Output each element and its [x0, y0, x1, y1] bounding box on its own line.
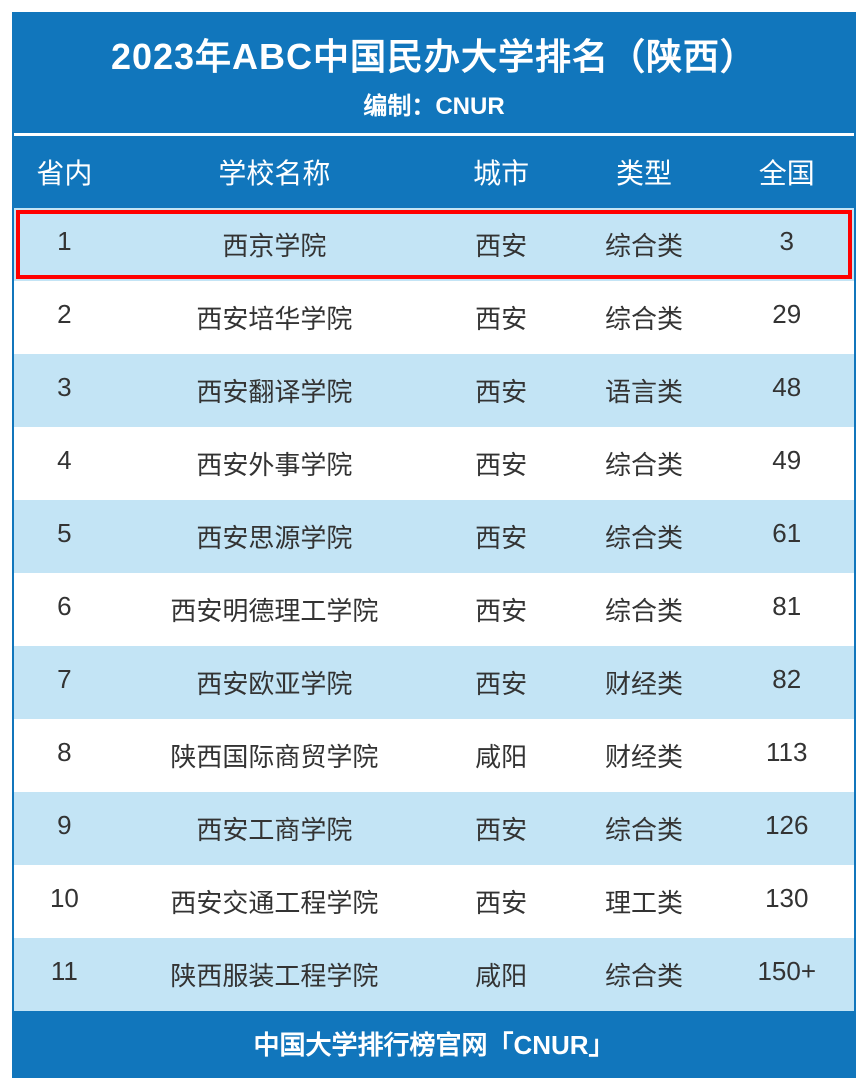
cell-type: 综合类	[568, 500, 719, 573]
cell-name: 西安培华学院	[115, 281, 434, 354]
subtitle: 编制：CNUR	[14, 86, 854, 121]
cell-type: 综合类	[568, 792, 719, 865]
table-row: 7西安欧亚学院西安财经类82	[14, 646, 854, 719]
cell-name: 陕西国际商贸学院	[115, 719, 434, 792]
cell-rank: 4	[14, 427, 115, 500]
cell-rank: 10	[14, 865, 115, 938]
header-name: 学校名称	[115, 136, 434, 208]
table-row: 5西安思源学院西安综合类61	[14, 500, 854, 573]
cell-type: 综合类	[568, 938, 719, 1011]
cell-type: 综合类	[568, 427, 719, 500]
cell-city: 西安	[434, 792, 568, 865]
table-row: 9西安工商学院西安综合类126	[14, 792, 854, 865]
table-row: 1西京学院西安综合类3	[14, 208, 854, 281]
cell-national: 29	[720, 281, 854, 354]
table-body: 1西京学院西安综合类32西安培华学院西安综合类293西安翻译学院西安语言类484…	[14, 208, 854, 1011]
cell-type: 综合类	[568, 208, 719, 281]
table-title-section: 2023年ABC中国民办大学排名（陕西） 编制：CNUR	[14, 14, 854, 133]
header-national: 全国	[720, 136, 854, 208]
cell-city: 西安	[434, 281, 568, 354]
header-type: 类型	[568, 136, 719, 208]
column-headers: 省内 学校名称 城市 类型 全国	[14, 133, 854, 208]
cell-type: 语言类	[568, 354, 719, 427]
cell-name: 西安明德理工学院	[115, 573, 434, 646]
cell-name: 陕西服装工程学院	[115, 938, 434, 1011]
cell-rank: 11	[14, 938, 115, 1011]
cell-rank: 1	[14, 208, 115, 281]
table-row: 4西安外事学院西安综合类49	[14, 427, 854, 500]
table-row: 6西安明德理工学院西安综合类81	[14, 573, 854, 646]
main-title: 2023年ABC中国民办大学排名（陕西）	[14, 28, 854, 80]
ranking-table-container: 2023年ABC中国民办大学排名（陕西） 编制：CNUR 省内 学校名称 城市 …	[12, 12, 856, 1078]
cell-name: 西安工商学院	[115, 792, 434, 865]
cell-rank: 8	[14, 719, 115, 792]
cell-name: 西安外事学院	[115, 427, 434, 500]
table-row: 11陕西服装工程学院咸阳综合类150+	[14, 938, 854, 1011]
table-row: 10西安交通工程学院西安理工类130	[14, 865, 854, 938]
cell-national: 130	[720, 865, 854, 938]
cell-type: 财经类	[568, 719, 719, 792]
cell-rank: 5	[14, 500, 115, 573]
cell-national: 81	[720, 573, 854, 646]
cell-type: 理工类	[568, 865, 719, 938]
cell-national: 113	[720, 719, 854, 792]
cell-type: 综合类	[568, 573, 719, 646]
cell-city: 咸阳	[434, 938, 568, 1011]
cell-rank: 3	[14, 354, 115, 427]
cell-name: 西安交通工程学院	[115, 865, 434, 938]
table-footer: 中国大学排行榜官网「CNUR」	[14, 1011, 854, 1076]
header-city: 城市	[434, 136, 568, 208]
cell-national: 48	[720, 354, 854, 427]
cell-name: 西安翻译学院	[115, 354, 434, 427]
cell-national: 3	[720, 208, 854, 281]
cell-city: 西安	[434, 354, 568, 427]
table-row: 2西安培华学院西安综合类29	[14, 281, 854, 354]
cell-national: 126	[720, 792, 854, 865]
cell-name: 西安欧亚学院	[115, 646, 434, 719]
cell-national: 150+	[720, 938, 854, 1011]
cell-city: 西安	[434, 500, 568, 573]
cell-type: 综合类	[568, 281, 719, 354]
cell-name: 西安思源学院	[115, 500, 434, 573]
table-row: 3西安翻译学院西安语言类48	[14, 354, 854, 427]
cell-rank: 2	[14, 281, 115, 354]
cell-national: 49	[720, 427, 854, 500]
cell-national: 82	[720, 646, 854, 719]
cell-city: 西安	[434, 208, 568, 281]
cell-national: 61	[720, 500, 854, 573]
cell-type: 财经类	[568, 646, 719, 719]
cell-city: 西安	[434, 865, 568, 938]
cell-city: 西安	[434, 646, 568, 719]
cell-rank: 9	[14, 792, 115, 865]
cell-name: 西京学院	[115, 208, 434, 281]
cell-city: 西安	[434, 427, 568, 500]
cell-rank: 7	[14, 646, 115, 719]
cell-city: 咸阳	[434, 719, 568, 792]
header-rank: 省内	[14, 136, 115, 208]
cell-city: 西安	[434, 573, 568, 646]
cell-rank: 6	[14, 573, 115, 646]
table-row: 8陕西国际商贸学院咸阳财经类113	[14, 719, 854, 792]
